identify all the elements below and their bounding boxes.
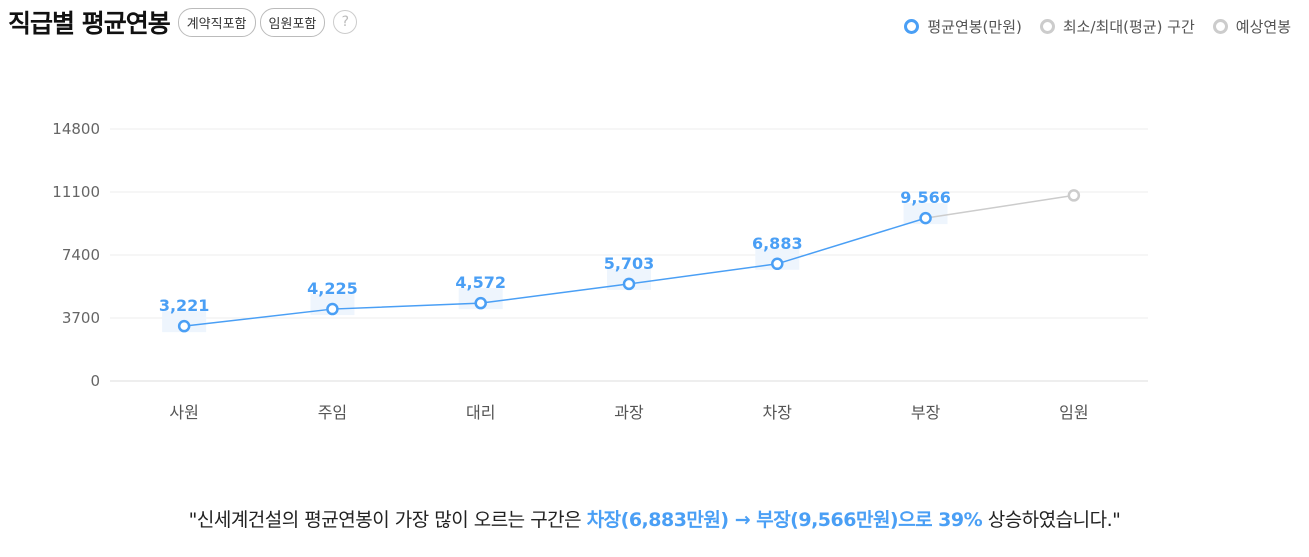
legend-marker-range-icon [1039,19,1055,34]
y-tick-label: 14800 [52,120,100,138]
expected-series-line [925,194,1074,219]
data-label: 4,572 [455,273,506,292]
data-label: 6,883 [752,234,803,253]
data-label: 4,225 [307,279,358,298]
average-series-line [184,217,926,327]
x-tick-label: 주임 [318,403,347,422]
x-tick-label: 차장 [763,403,793,422]
chart-header: 직급별 평균연봉 계약직포함 임원포함 ? [8,4,358,40]
executive-include-toggle[interactable]: 임원포함 [259,7,326,37]
summary-highlight: 차장(6,883만원) → 부장(9,566만원)으로 39% [586,509,983,531]
summary-suffix: 상승하였습니다." [982,509,1121,531]
expected-data-point [1067,189,1081,202]
summary-prefix: "신세계건설의 평균연봉이 가장 많이 오르는 구간은 [188,509,587,531]
contract-include-toggle[interactable]: 계약직포함 [177,7,256,37]
legend-marker-expected-icon [1212,19,1228,34]
summary-text: "신세계건설의 평균연봉이 가장 많이 오르는 구간은 차장(6,883만원) … [0,505,1309,532]
average-data-point [919,211,932,225]
average-data-point [177,319,191,333]
data-label: 5,703 [604,254,655,273]
x-tick-label: 사원 [169,403,198,422]
help-icon[interactable]: ? [333,10,358,34]
x-tick-label: 대리 [466,403,495,422]
legend-label-range: 최소/최대(평균) 구간 [1062,18,1195,36]
legend-label-expected: 예상연봉 [1235,18,1291,36]
average-data-point [326,302,339,316]
chart-legend: 평균연봉(만원) 최소/최대(평균) 구간 예상연봉 [886,16,1291,37]
legend-item-range[interactable]: 최소/최대(평균) 구간 [1039,16,1195,37]
legend-item-average[interactable]: 평균연봉(만원) [904,16,1022,37]
y-tick-label: 7400 [62,246,100,264]
y-tick-label: 3700 [62,309,100,327]
data-label: 3,221 [159,296,210,315]
average-data-point [474,296,487,310]
data-label: 9,566 [900,188,951,207]
x-tick-label: 과장 [614,403,644,422]
average-data-point [771,257,784,271]
legend-item-expected[interactable]: 예상연봉 [1212,16,1291,37]
legend-label-average: 평균연봉(만원) [927,18,1022,36]
average-data-point [622,277,636,291]
y-tick-label: 0 [90,372,100,390]
chart-title: 직급별 평균연봉 [8,9,171,38]
x-tick-label: 부장 [911,403,941,422]
x-tick-label: 임원 [1059,403,1088,422]
legend-marker-average-icon [904,19,920,34]
y-tick-label: 11100 [52,183,100,201]
